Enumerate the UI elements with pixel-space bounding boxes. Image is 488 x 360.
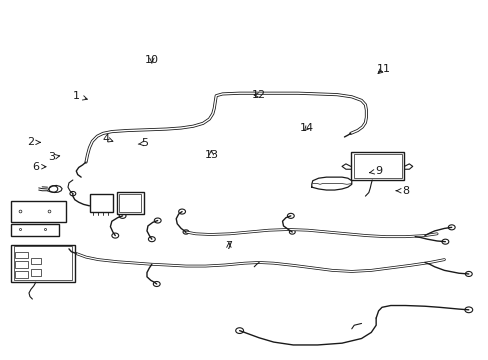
- Text: 7: 7: [225, 241, 232, 251]
- Text: 2: 2: [27, 138, 41, 147]
- Bar: [15, 271, 27, 278]
- Bar: [11, 201, 66, 222]
- Text: 12: 12: [251, 90, 265, 100]
- Text: 10: 10: [144, 55, 159, 65]
- Text: 14: 14: [299, 123, 313, 133]
- Bar: [353, 154, 401, 178]
- Bar: [350, 152, 404, 180]
- Bar: [119, 194, 141, 212]
- Text: 5: 5: [138, 139, 148, 148]
- Bar: [14, 246, 72, 280]
- Bar: [15, 252, 27, 258]
- Text: 11: 11: [376, 64, 390, 74]
- Bar: [90, 194, 113, 212]
- Bar: [11, 224, 59, 235]
- Text: 9: 9: [368, 166, 382, 176]
- Bar: [31, 258, 41, 264]
- Text: 4: 4: [102, 134, 113, 144]
- Bar: [117, 192, 143, 214]
- Text: 13: 13: [204, 150, 218, 160]
- Text: 6: 6: [32, 162, 46, 172]
- Bar: [31, 269, 41, 276]
- Text: 3: 3: [48, 152, 60, 162]
- Text: 1: 1: [73, 91, 87, 101]
- Text: 8: 8: [395, 186, 408, 196]
- Bar: [11, 244, 75, 282]
- Bar: [15, 261, 27, 268]
